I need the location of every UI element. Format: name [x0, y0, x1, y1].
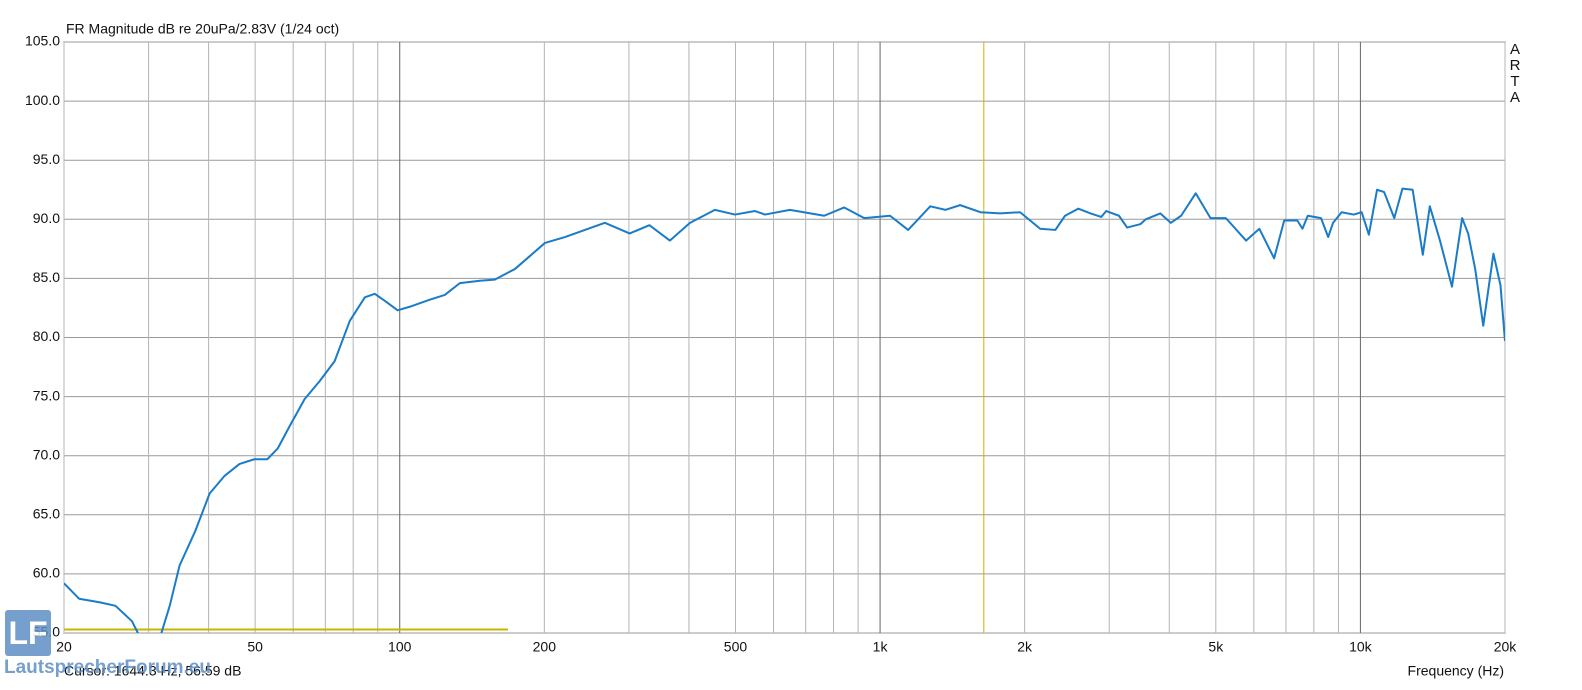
y-tick-label: 105.0	[25, 33, 60, 49]
y-tick-label: 80.0	[33, 328, 60, 344]
x-tick-label: 100	[388, 639, 412, 655]
y-tick-label: 90.0	[33, 210, 60, 226]
x-tick-label: 200	[533, 639, 557, 655]
x-tick-label: 20k	[1494, 639, 1518, 655]
fr-curve	[64, 187, 1505, 633]
cursor-label: Cursor: 1644.3 Hz, 56.59 dB	[64, 663, 241, 679]
x-tick-label: 500	[724, 639, 748, 655]
x-tick-label: 2k	[1017, 639, 1033, 655]
x-tick-label: 50	[247, 639, 263, 655]
x-tick-label: 10k	[1349, 639, 1373, 655]
logo: LF	[5, 610, 51, 656]
watermark: LautsprecherForum.eu	[4, 657, 211, 678]
x-tick-label: 20	[56, 639, 72, 655]
y-tick-label: 85.0	[33, 269, 60, 285]
chart-title: FR Magnitude dB re 20uPa/2.83V (1/24 oct…	[66, 21, 339, 37]
y-tick-label: 65.0	[33, 506, 60, 522]
x-tick-label: 5k	[1208, 639, 1224, 655]
y-tick-label: 60.0	[33, 565, 60, 581]
side-label: ARTA	[1509, 41, 1521, 106]
y-tick-label: 75.0	[33, 387, 60, 403]
y-tick-label: 100.0	[25, 92, 60, 108]
y-tick-label: 70.0	[33, 446, 60, 462]
y-tick-label: 95.0	[33, 151, 60, 167]
x-axis-label: Frequency (Hz)	[1408, 663, 1504, 679]
x-tick-label: 1k	[873, 639, 889, 655]
